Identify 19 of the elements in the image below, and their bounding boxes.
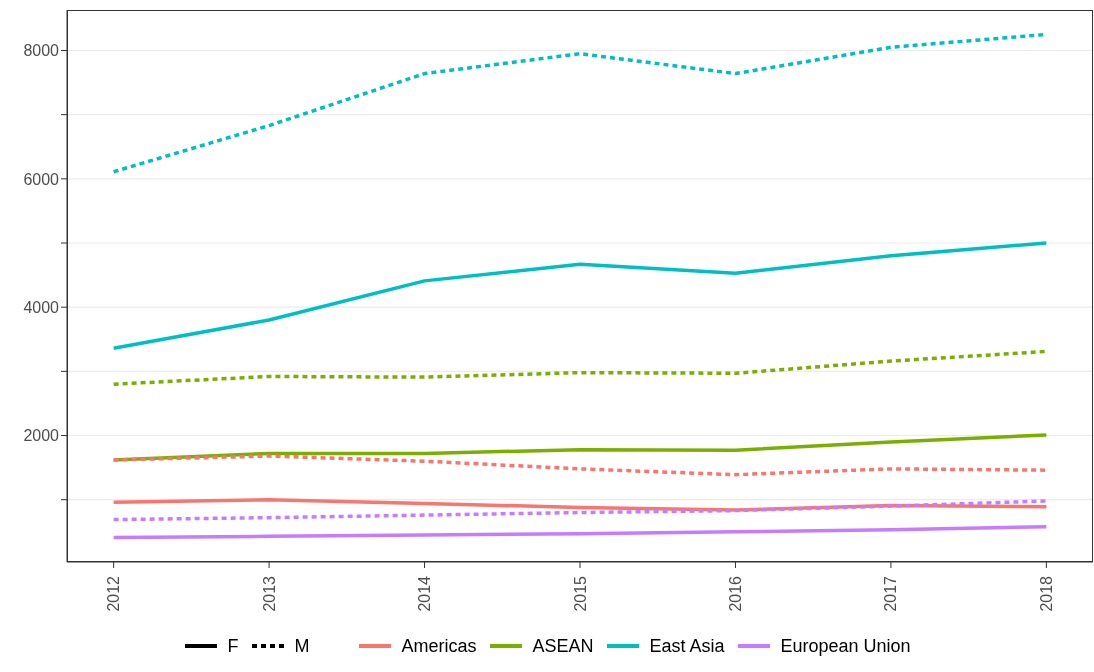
x-tick-label: 2013: [260, 575, 278, 612]
text: F: [227, 635, 239, 657]
legend-label: European Union: [780, 635, 911, 657]
y-tick-label: 4000: [23, 298, 60, 316]
legend-label: Americas: [401, 635, 477, 657]
y-tick-label: 8000: [23, 42, 60, 60]
line-series: [111, 524, 1049, 540]
x-tick-label: 2012: [105, 575, 123, 612]
y-tick-label: 2000: [23, 427, 60, 445]
legend-label: East Asia: [649, 635, 725, 657]
text: M: [294, 635, 310, 657]
legend-label: ASEAN: [532, 635, 594, 657]
x-tick-label: 2018: [1037, 575, 1055, 612]
x-tick-label: 2017: [882, 575, 900, 612]
y-tick-label: 6000: [23, 170, 60, 188]
line-series: [111, 241, 1049, 350]
x-tick-label: 2016: [726, 575, 744, 612]
x-tick-label: 2014: [416, 575, 434, 612]
x-tick-label: 2015: [571, 575, 589, 612]
